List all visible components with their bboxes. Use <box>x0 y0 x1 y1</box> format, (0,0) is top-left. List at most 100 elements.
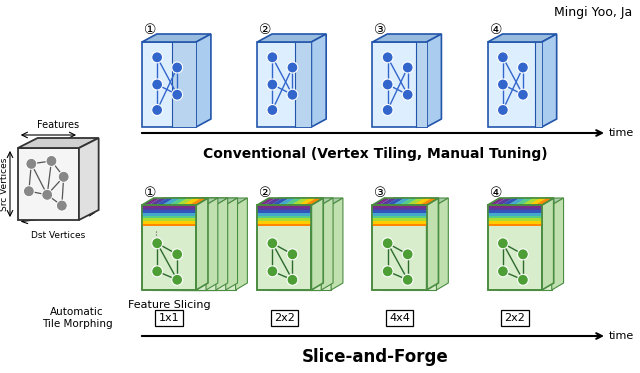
Polygon shape <box>18 138 99 148</box>
Polygon shape <box>257 223 312 226</box>
Circle shape <box>497 266 508 277</box>
Polygon shape <box>488 208 542 210</box>
Polygon shape <box>535 198 554 205</box>
Polygon shape <box>542 198 554 290</box>
Circle shape <box>403 249 413 260</box>
Polygon shape <box>372 218 427 221</box>
Polygon shape <box>488 205 542 208</box>
Polygon shape <box>257 34 326 42</box>
Polygon shape <box>393 198 412 205</box>
Polygon shape <box>182 198 201 205</box>
Polygon shape <box>181 205 236 290</box>
Circle shape <box>172 249 182 260</box>
Polygon shape <box>372 210 427 213</box>
Circle shape <box>56 200 67 211</box>
Polygon shape <box>152 205 206 290</box>
Text: ③: ③ <box>374 186 387 200</box>
Text: 2x2: 2x2 <box>504 313 525 323</box>
Text: ①: ① <box>144 186 156 200</box>
FancyBboxPatch shape <box>386 310 413 326</box>
Circle shape <box>172 274 182 285</box>
Circle shape <box>382 238 393 249</box>
Text: time: time <box>609 128 634 138</box>
Polygon shape <box>142 221 196 223</box>
FancyBboxPatch shape <box>501 310 529 326</box>
Polygon shape <box>257 216 312 218</box>
Polygon shape <box>236 198 248 290</box>
Polygon shape <box>497 205 552 290</box>
Circle shape <box>382 104 393 116</box>
Circle shape <box>267 79 278 90</box>
Text: Src Vertices: Src Vertices <box>0 157 8 211</box>
Circle shape <box>24 186 35 197</box>
Polygon shape <box>142 218 196 221</box>
Polygon shape <box>552 198 564 290</box>
Polygon shape <box>216 198 228 290</box>
Polygon shape <box>372 205 427 290</box>
Polygon shape <box>181 198 248 205</box>
Polygon shape <box>257 221 312 223</box>
Text: Slice-and-Forge: Slice-and-Forge <box>302 348 449 366</box>
Polygon shape <box>501 198 520 205</box>
Polygon shape <box>372 213 427 216</box>
Circle shape <box>382 79 393 90</box>
Polygon shape <box>488 213 542 216</box>
Circle shape <box>172 89 182 100</box>
Text: Mingi Yoo, Ja: Mingi Yoo, Ja <box>554 6 632 19</box>
Polygon shape <box>488 34 557 42</box>
Polygon shape <box>257 210 312 213</box>
Text: Features: Features <box>37 120 79 130</box>
Polygon shape <box>372 42 427 127</box>
Polygon shape <box>488 42 542 127</box>
Polygon shape <box>163 198 181 205</box>
Polygon shape <box>162 205 216 290</box>
Circle shape <box>518 62 529 73</box>
Polygon shape <box>142 205 196 208</box>
Circle shape <box>152 79 163 90</box>
Polygon shape <box>508 198 527 205</box>
Text: time: time <box>609 331 634 341</box>
Circle shape <box>26 159 36 169</box>
Text: Feature Slicing: Feature Slicing <box>128 300 211 310</box>
Polygon shape <box>148 198 167 205</box>
Polygon shape <box>372 216 427 218</box>
Polygon shape <box>142 213 196 216</box>
Polygon shape <box>515 198 533 205</box>
Polygon shape <box>495 198 513 205</box>
Polygon shape <box>372 208 427 210</box>
Polygon shape <box>172 205 226 290</box>
Polygon shape <box>529 198 547 205</box>
Polygon shape <box>152 198 218 205</box>
FancyBboxPatch shape <box>156 310 183 326</box>
Polygon shape <box>382 205 436 290</box>
Circle shape <box>287 89 298 100</box>
Polygon shape <box>413 198 432 205</box>
Polygon shape <box>271 198 289 205</box>
Text: 2x2: 2x2 <box>274 313 295 323</box>
Polygon shape <box>172 42 196 127</box>
Text: ②: ② <box>259 23 272 37</box>
Polygon shape <box>382 198 448 205</box>
Polygon shape <box>372 34 442 42</box>
Polygon shape <box>372 205 427 208</box>
Circle shape <box>46 156 57 166</box>
Polygon shape <box>542 34 557 127</box>
Text: ①: ① <box>144 23 156 37</box>
Polygon shape <box>172 198 237 205</box>
Circle shape <box>403 62 413 73</box>
Circle shape <box>172 62 182 73</box>
Polygon shape <box>267 198 333 205</box>
Polygon shape <box>169 198 188 205</box>
Polygon shape <box>522 198 540 205</box>
Circle shape <box>518 274 529 285</box>
Circle shape <box>287 274 298 285</box>
Text: ③: ③ <box>374 23 387 37</box>
Text: 1x1: 1x1 <box>159 313 179 323</box>
Polygon shape <box>257 42 312 127</box>
Polygon shape <box>298 198 316 205</box>
Polygon shape <box>427 34 442 127</box>
Circle shape <box>152 238 163 249</box>
Polygon shape <box>536 42 542 127</box>
Polygon shape <box>312 34 326 127</box>
Polygon shape <box>142 205 196 290</box>
